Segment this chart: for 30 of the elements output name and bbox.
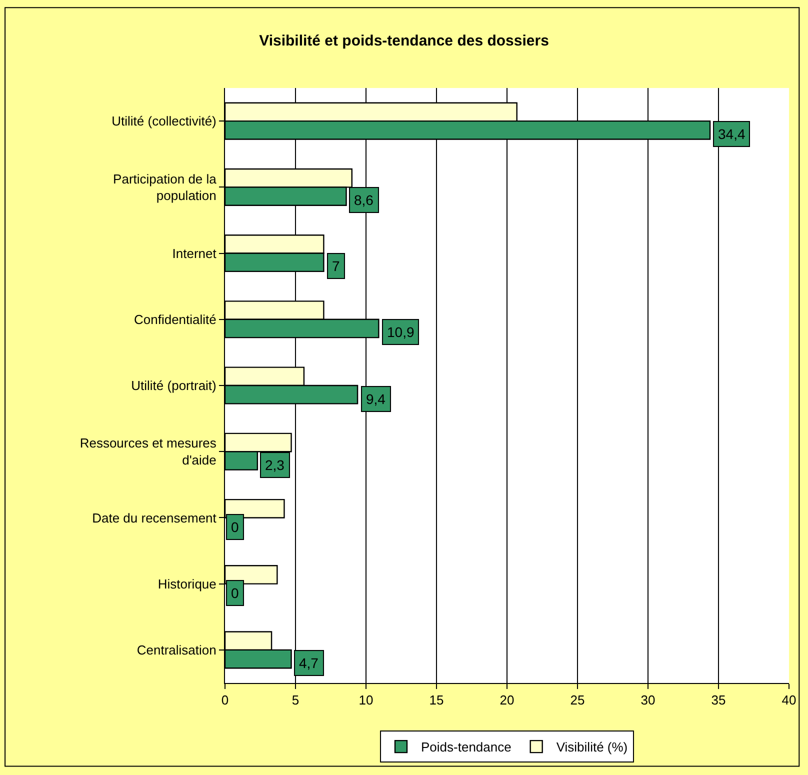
legend-label: Visibilité (%) [556,740,628,755]
data-label: 2,3 [265,457,285,473]
data-label: 8,6 [354,192,374,208]
x-tick-label: 35 [711,692,726,708]
x-tick-label: 40 [782,692,796,708]
data-label: 9,4 [366,391,386,407]
x-tick-label: 20 [500,692,514,708]
x-tick-label: 10 [358,692,374,708]
y-tick-label: Centralisation [136,642,216,658]
x-tick-label: 30 [640,692,656,708]
data-label: 0 [231,585,239,601]
x-tick-label: 25 [570,692,585,708]
y-tick-label: Ressources et mesures d'aide [80,436,217,468]
legend-label: Poids-tendance [421,740,512,755]
data-label: 0 [231,519,239,535]
y-tick-label: Participation de la population [113,171,218,204]
data-label: 4,7 [299,655,319,671]
data-label: 10,9 [387,324,414,340]
y-tick-label: Utilité (collectivité) [112,114,216,129]
y-tick-label: Historique [158,576,216,592]
data-label: 7 [332,258,340,274]
y-tick-label: Confidentialité [134,312,216,327]
y-tick-label: Internet [172,246,217,261]
x-tick-label: 15 [429,692,444,708]
data-label: 34,4 [718,126,746,142]
y-tick-label: Utilité (portrait) [131,378,216,394]
x-tick-label: 0 [221,692,229,708]
x-tick-label: 5 [292,692,300,708]
chart-title: Visibilité et poids-tendance des dossiers [259,32,549,50]
y-tick-label: Date du recensement [92,510,217,526]
